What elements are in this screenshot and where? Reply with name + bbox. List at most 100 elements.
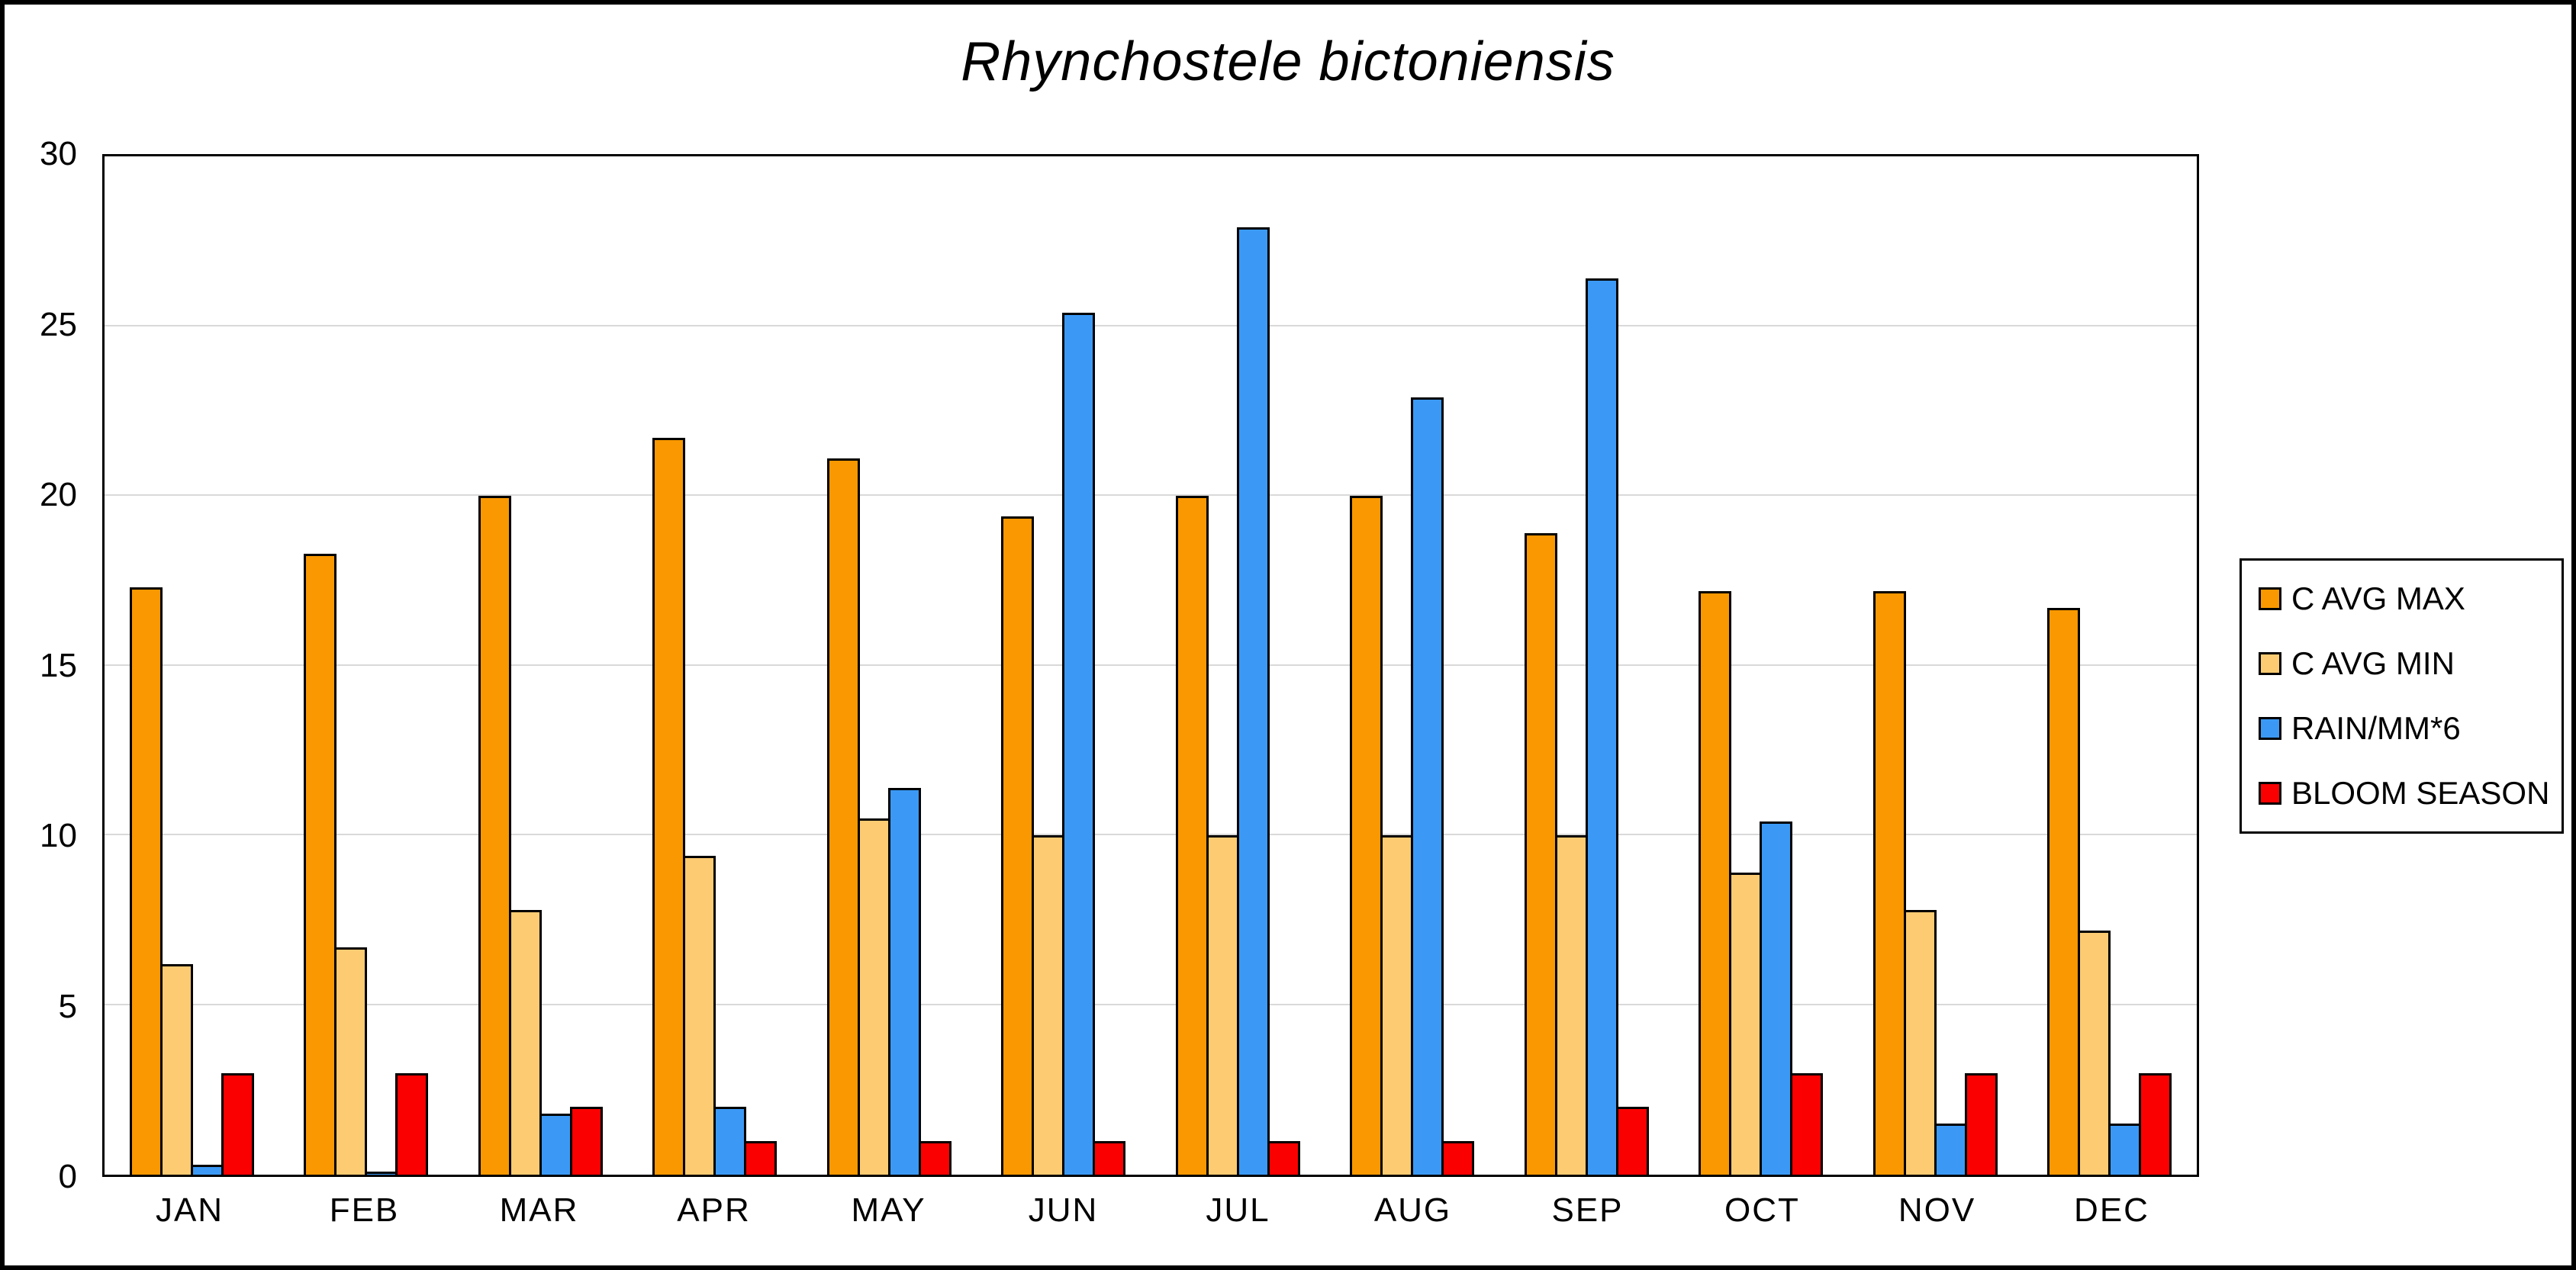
legend-label: BLOOM SEASON — [2291, 775, 2550, 811]
y-tick-label: 5 — [58, 987, 77, 1025]
bar — [2047, 607, 2081, 1175]
bar — [129, 587, 163, 1175]
bar-group-oct — [1674, 156, 1849, 1175]
y-tick-label: 30 — [40, 135, 77, 172]
bar — [857, 818, 890, 1175]
x-axis-label: FEB — [329, 1191, 400, 1229]
bar-group-mar — [453, 156, 628, 1175]
bar — [365, 1171, 398, 1175]
x-axis-label: JUL — [1206, 1191, 1270, 1229]
legend-swatch — [2259, 782, 2281, 805]
bar — [713, 1107, 747, 1175]
bar — [1236, 227, 1270, 1175]
y-tick-label: 20 — [40, 476, 77, 513]
legend-swatch — [2259, 587, 2281, 610]
gridline — [105, 834, 2197, 835]
bar — [304, 553, 337, 1175]
bar — [652, 438, 686, 1175]
bar — [1872, 590, 1906, 1175]
bar — [2108, 1124, 2142, 1175]
bar — [221, 1072, 254, 1175]
bar — [826, 458, 860, 1175]
bar — [1032, 835, 1065, 1175]
bar-group-jul — [1151, 156, 1325, 1175]
bar-groups — [105, 156, 2197, 1175]
bar — [1903, 909, 1937, 1175]
x-axis-label: MAR — [499, 1191, 579, 1229]
legend-label: C AVG MIN — [2291, 645, 2455, 681]
bar — [1441, 1140, 1475, 1175]
bar — [508, 909, 542, 1175]
bar — [1615, 1107, 1649, 1175]
legend-label: RAIN/MM*6 — [2291, 710, 2461, 746]
bar — [1175, 496, 1209, 1175]
legend-swatch — [2259, 652, 2281, 675]
bar — [478, 496, 511, 1175]
bar-group-may — [802, 156, 977, 1175]
bar — [190, 1164, 224, 1175]
y-tick-label: 0 — [58, 1158, 77, 1195]
bar — [1554, 835, 1588, 1175]
bar — [334, 947, 368, 1175]
x-axis-label: DEC — [2074, 1191, 2149, 1229]
bar — [1001, 516, 1035, 1175]
bar — [1760, 821, 1793, 1175]
bar — [1790, 1072, 1824, 1175]
bar — [1964, 1072, 1998, 1175]
bar — [918, 1140, 952, 1175]
bar — [887, 787, 921, 1175]
x-axis-label: MAY — [851, 1191, 926, 1229]
x-axis-label: APR — [677, 1191, 751, 1229]
bar — [1093, 1140, 1126, 1175]
bar — [159, 964, 193, 1175]
bar — [539, 1113, 572, 1175]
gridline — [105, 324, 2197, 326]
bar — [1206, 835, 1239, 1175]
bar — [395, 1072, 429, 1175]
x-axis-label: OCT — [1724, 1191, 1800, 1229]
x-axis-label: AUG — [1373, 1191, 1452, 1229]
legend-item: BLOOM SEASON — [2259, 775, 2562, 812]
bar — [1699, 590, 1732, 1175]
bar — [2078, 930, 2111, 1175]
bar — [1729, 872, 1763, 1175]
legend: C AVG MAX C AVG MIN RAIN/MM*6 BLOOM SEASON — [2240, 558, 2564, 834]
plot-area — [102, 154, 2199, 1177]
bar-group-feb — [279, 156, 454, 1175]
y-tick-label: 25 — [40, 305, 77, 343]
bar-group-nov — [1848, 156, 2023, 1175]
bar — [1524, 532, 1557, 1175]
gridline — [105, 664, 2197, 666]
x-axis-label: JAN — [155, 1191, 224, 1229]
bar — [1411, 397, 1444, 1175]
bar — [2139, 1072, 2172, 1175]
bar-group-jun — [977, 156, 1151, 1175]
x-axis-label: JUN — [1028, 1191, 1099, 1229]
bar — [1934, 1124, 1967, 1175]
bar-group-apr — [628, 156, 803, 1175]
bar — [1585, 278, 1618, 1175]
bar — [744, 1140, 778, 1175]
y-tick-label: 10 — [40, 817, 77, 854]
bar — [683, 855, 716, 1175]
gridline — [105, 494, 2197, 496]
bar — [1267, 1140, 1300, 1175]
x-axis: JAN FEB MAR APR MAY JUN JUL AUG SEP OCT NOV DEC — [102, 1191, 2199, 1230]
legend-item: C AVG MIN — [2259, 645, 2562, 682]
y-tick-label: 15 — [40, 646, 77, 684]
bar — [569, 1107, 603, 1175]
legend-item: C AVG MAX — [2259, 580, 2562, 617]
legend-item: RAIN/MM*6 — [2259, 710, 2562, 747]
bar-group-jan — [105, 156, 279, 1175]
bar — [1380, 835, 1414, 1175]
bar — [1062, 312, 1096, 1175]
x-axis-label: NOV — [1898, 1191, 1976, 1229]
bar-group-aug — [1325, 156, 1500, 1175]
legend-swatch — [2259, 717, 2281, 740]
bar-group-dec — [2023, 156, 2198, 1175]
x-axis-label: SEP — [1551, 1191, 1624, 1229]
chart-title: Rhynchostele bictoniensis — [961, 31, 1615, 92]
bar-group-sep — [1499, 156, 1674, 1175]
legend-label: C AVG MAX — [2291, 580, 2465, 616]
